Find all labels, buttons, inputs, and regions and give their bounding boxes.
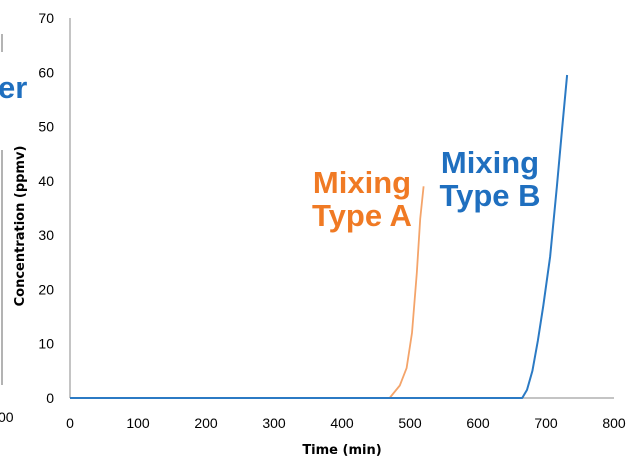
x-tick-label: 800 (602, 415, 626, 431)
series-label-0-line-0: Mixing (313, 165, 411, 200)
y-tick-label: 70 (38, 10, 54, 26)
y-tick-label: 0 (46, 390, 54, 406)
x-tick-label: 200 (194, 415, 218, 431)
series-label-0-line-1: Type A (312, 198, 412, 233)
series-layer (70, 74, 569, 399)
y-tick-label: 40 (38, 173, 54, 189)
x-tick-label: 600 (466, 415, 490, 431)
y-tick-label: 30 (38, 227, 54, 243)
x-tick-label: 500 (398, 415, 422, 431)
y-axis-title: Concentration (ppmv) (13, 146, 28, 307)
x-axis-title: Time (min) (302, 443, 381, 458)
left-fragment-tick-label: 00 (0, 409, 14, 425)
y-tick-label: 20 (38, 281, 54, 297)
y-tick-label: 60 (38, 64, 54, 80)
x-axis-ticks: 0 100 200 300 400 500 600 700 800 (66, 415, 626, 431)
x-tick-label: 0 (66, 415, 74, 431)
series-line-1 (70, 74, 569, 399)
y-tick-label: 50 (38, 119, 54, 135)
left-fragment-text: er (0, 70, 27, 105)
x-tick-label: 300 (262, 415, 286, 431)
x-tick-label: 700 (534, 415, 558, 431)
series-label-1-line-0: Mixing (441, 145, 539, 180)
y-axis-ticks: 0 10 20 30 40 50 60 70 (38, 10, 54, 406)
y-tick-label: 10 (38, 336, 54, 352)
x-tick-label: 400 (330, 415, 354, 431)
series-line-0 (388, 186, 425, 399)
x-tick-label: 100 (126, 415, 150, 431)
series-label-1-line-1: Type B (439, 178, 540, 213)
